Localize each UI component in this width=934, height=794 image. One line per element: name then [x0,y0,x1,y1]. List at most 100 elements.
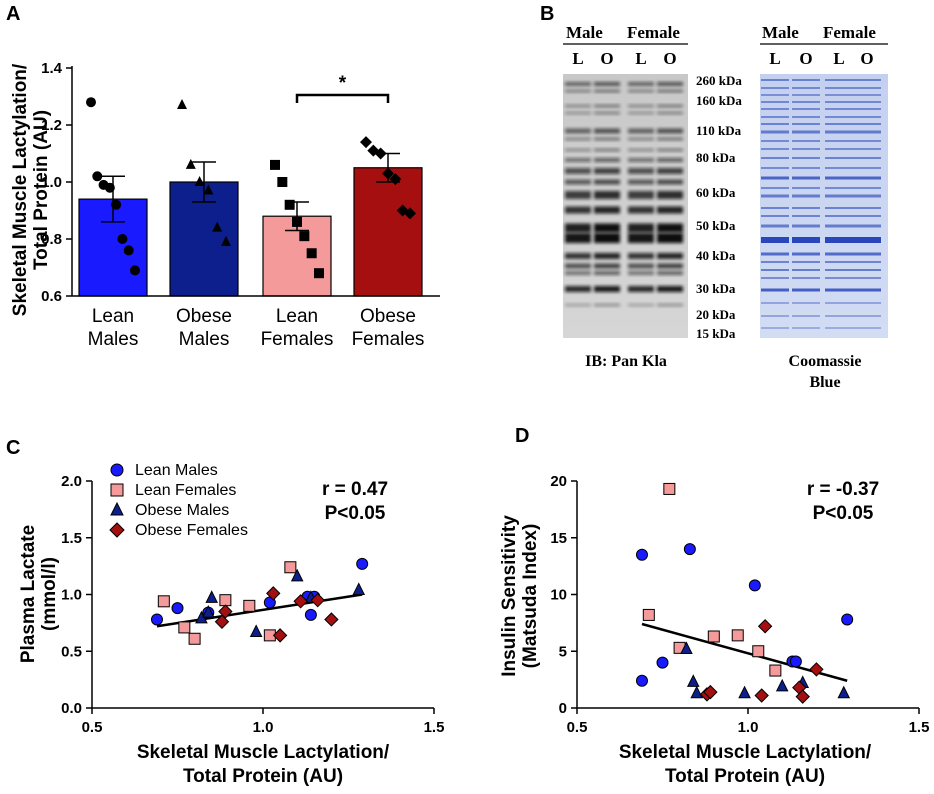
panel-c-r-value: r = 0.47 [322,479,388,500]
coomassie-band-20-3 [853,261,881,263]
blot-band-4-1 [594,128,620,134]
coomassie-band-14-2 [825,194,853,198]
dot-0-3 [104,182,115,193]
coomassie-band-3-0 [761,101,789,103]
dot-0-1 [92,171,103,182]
legend-marker-1 [110,483,124,497]
coomassie-band-7-0 [761,130,789,134]
dot-1-2 [194,176,205,186]
coomassie-band-2-1 [792,94,820,96]
coomassie-band-26-3 [853,327,881,329]
panel-a-cat-1-line1: Obese [176,306,232,327]
coomassie-band-24-2 [825,302,853,304]
blot-band-13-3 [657,233,683,243]
blot-marker-label-3: 80 kDa [696,150,736,165]
panel-a-cat-3-line2: Females [352,329,425,350]
panel-b: B Male Female L O L O 260 kDa 160 kDa 110 … [540,3,888,391]
blot-right-lane-1: L [769,49,780,68]
panel-d-ytick-1: 5 [559,643,567,660]
coomassie-band-7-1 [792,130,820,134]
coomassie-band-19-0 [761,252,789,256]
coomassie-band-14-3 [853,194,881,198]
panel-c-xlabel-line2: Total Protein (AU) [183,766,343,787]
blot-band-7-3 [657,158,683,162]
coomassie-band-20-0 [761,261,789,263]
panel-c-point-1-3 [219,594,232,607]
blot-band-11-3 [657,206,683,214]
panel-label-a: A [6,3,20,25]
coomassie-band-15-1 [792,207,820,209]
panel-d-point-0-1 [635,548,648,561]
blot-band-8-3 [657,168,683,174]
blot-band-9-1 [594,179,620,185]
coomassie-band-11-2 [825,167,853,169]
blot-band-13-2 [628,233,654,243]
panel-c-ylabel-line2: (mmol/l) [39,557,60,631]
blot-right-lane-4: O [860,49,873,68]
panel-c-point-0-7 [356,557,369,570]
coomassie-band-19-2 [825,252,853,256]
blot-left-membrane [563,74,688,338]
blot-marker-label-9: 15 kDa [696,326,736,341]
coomassie-band-19-3 [853,252,881,256]
panel-d-ytick-0: 0 [559,700,567,717]
coomassie-band-25-1 [792,315,820,317]
dot-1-5 [221,235,231,246]
dot-1-4 [212,221,223,232]
dot-1-1 [185,158,196,169]
coomassie-band-7-3 [853,130,881,134]
blot-right-caption-line1: Coomassie [789,353,862,370]
blot-band-17-1 [594,286,620,292]
blot-band-15-0 [565,263,591,269]
blot-band-9-3 [657,179,683,185]
coomassie-band-9-2 [825,148,853,150]
panel-d-point-1-5 [752,645,765,658]
blot-left-bands [565,82,683,307]
coomassie-band-14-1 [792,194,820,198]
blot-band-16-1 [594,271,620,275]
coomassie-band-26-0 [761,327,789,329]
panel-c-ytick-4: 2.0 [61,473,82,490]
coomassie-gel [760,74,888,338]
coomassie-band-4-3 [853,108,881,110]
panel-c-xtick-2: 1.5 [424,719,445,736]
blot-band-14-1 [594,253,620,259]
blot-left-male-label: Male [566,23,603,42]
dot-3-3 [382,167,394,180]
panel-a-cat-1-line2: Males [179,329,230,350]
blot-band-10-1 [594,191,620,199]
coomassie-band-10-3 [853,157,881,159]
panel-a-ytick-1: 0.8 [41,231,62,248]
legend-marker-2 [110,501,124,516]
coomassie-band-11-0 [761,167,789,169]
legend-label-0: Lean Males [135,462,218,479]
coomassie-band-3-3 [853,101,881,103]
coomassie-band-12-1 [792,176,820,180]
blot-band-9-2 [628,179,654,185]
panel-d-point-2-6 [837,685,851,699]
coomassie-band-26-1 [792,327,820,329]
blot-band-18-3 [657,303,683,307]
blot-band-1-2 [628,89,654,93]
panel-d-point-2-0 [680,641,693,654]
panel-d-ytick-4: 20 [550,473,567,490]
panel-d-point-2-3 [738,685,751,699]
coomassie-band-20-2 [825,261,853,263]
dot-1-3 [203,184,214,195]
blot-band-5-3 [657,137,683,141]
dot-2-6 [314,268,324,279]
panel-d-point-0-2 [656,656,669,669]
blot-band-14-3 [657,253,683,259]
panel-label-c: C [6,437,20,459]
dot-2-5 [306,248,317,259]
dot-3-6 [404,207,416,220]
dot-3-4 [389,173,402,186]
coomassie-band-1-0 [761,87,789,89]
blot-right-caption-line2: Blue [809,374,840,391]
coomassie-band-15-3 [853,207,881,209]
blot-band-17-3 [657,286,683,292]
dot-2-4 [299,231,310,242]
coomassie-band-18-0 [761,237,789,243]
panel-a-cat-2-line1: Lean [276,306,318,327]
blot-left-lane-3: L [635,49,646,68]
